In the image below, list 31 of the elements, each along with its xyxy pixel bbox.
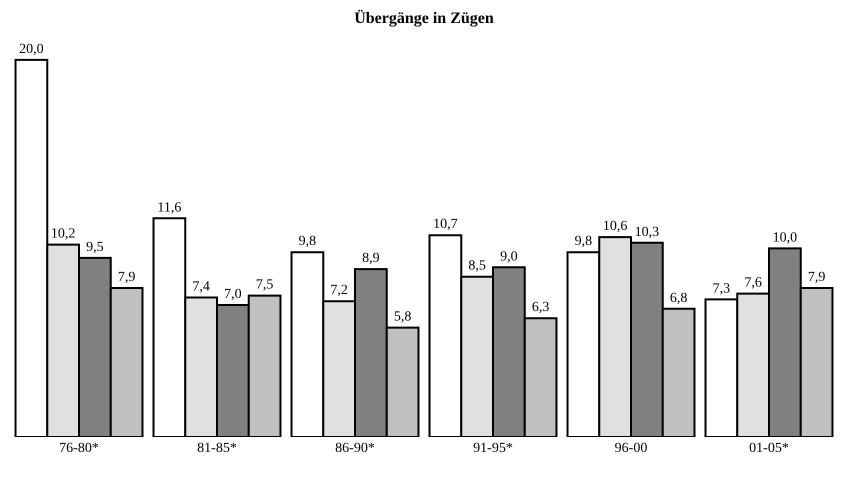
data-label: 10,2 bbox=[50, 226, 76, 242]
data-label: 6,8 bbox=[670, 290, 688, 306]
data-label: 8,5 bbox=[468, 258, 486, 274]
data-label: 20,0 bbox=[19, 42, 44, 57]
data-label: 7,0 bbox=[224, 287, 242, 302]
data-label: 10,7 bbox=[433, 217, 458, 232]
data-label: 5,8 bbox=[394, 310, 412, 325]
data-label: 10,3 bbox=[634, 224, 660, 240]
data-label: 7,5 bbox=[256, 278, 274, 293]
data-label: 7,2 bbox=[330, 283, 348, 298]
x-tick-label: 81-85* bbox=[197, 441, 237, 456]
x-tick-label: 96-00 bbox=[614, 441, 648, 456]
data-label: 9,5 bbox=[86, 240, 104, 255]
chart-title: Übergänge in Zügen bbox=[354, 9, 494, 28]
data-label: 7,6 bbox=[744, 276, 762, 291]
data-label: 9,0 bbox=[500, 249, 518, 264]
x-tick-label: 76-80* bbox=[59, 441, 99, 456]
data-label: 7,3 bbox=[712, 281, 730, 296]
data-label: 8,9 bbox=[362, 251, 380, 266]
data-label: 6,3 bbox=[532, 300, 550, 316]
data-label: 10,0 bbox=[772, 230, 798, 246]
data-label: 7,9 bbox=[118, 270, 136, 286]
x-tick-label: 01-05* bbox=[749, 441, 789, 456]
data-label: 7,4 bbox=[192, 279, 210, 294]
x-tick-label: 91-95* bbox=[473, 441, 513, 456]
x-tick-label: 86-90* bbox=[335, 441, 375, 456]
data-label: 9,8 bbox=[574, 234, 592, 250]
data-label: 11,6 bbox=[157, 200, 182, 216]
data-label: 7,9 bbox=[808, 270, 826, 286]
data-label: 9,8 bbox=[298, 234, 316, 250]
data-label: 10,6 bbox=[602, 219, 628, 234]
